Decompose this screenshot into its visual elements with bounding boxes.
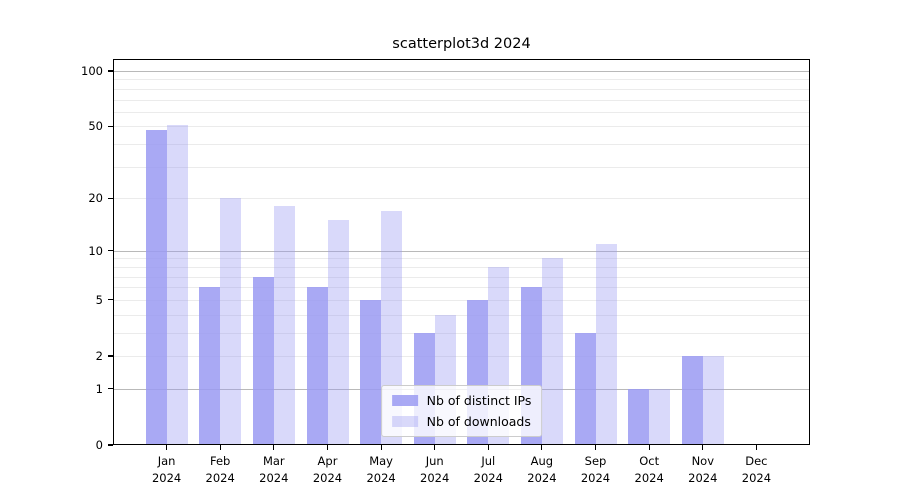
x-tick-label-mar: Mar 2024	[259, 454, 289, 485]
x-tick-label-aug: Aug 2024	[527, 454, 557, 485]
x-tick-label-jan: Jan 2024	[151, 454, 182, 485]
y-tick-label-5: 5	[95, 292, 103, 307]
y-tick-mark-2	[108, 355, 113, 357]
bar-downloads-aug	[541, 258, 563, 445]
bar-downloads-jan	[166, 124, 188, 445]
y-tick-label-0: 0	[95, 438, 103, 452]
bar-distinct-ips-may	[360, 299, 382, 445]
gridline-minor-50	[113, 126, 810, 128]
y-tick-mark-50	[108, 125, 113, 127]
legend-item-downloads: Nb of downloads	[391, 414, 532, 429]
x-tick-mark-apr	[326, 445, 329, 450]
gridline-minor-40	[113, 144, 810, 146]
x-tick-mark-may	[380, 445, 382, 450]
bar-distinct-ips-nov	[681, 356, 703, 445]
gridline-major-100	[113, 71, 810, 72]
x-tick-mark-nov	[702, 445, 704, 450]
x-tick-label-jun: Jun 2024	[420, 454, 450, 485]
x-tick-mark-feb	[219, 445, 221, 450]
gridline-minor-60	[113, 111, 810, 113]
bar-distinct-ips-jan	[145, 129, 167, 445]
gridline-minor-8	[113, 266, 810, 268]
y-tick-label-1: 1	[95, 381, 103, 396]
gridline-minor-30	[113, 166, 810, 168]
x-tick-mark-oct	[648, 445, 650, 450]
y-tick-mark-5	[108, 299, 113, 301]
x-tick-label-oct: Oct 2024	[634, 454, 664, 485]
x-tick-label-may: May 2024	[366, 454, 396, 485]
gridline-minor-90	[113, 79, 810, 81]
bar-downloads-apr	[327, 220, 349, 445]
y-tick-mark-100	[108, 70, 113, 72]
x-tick-label-dec: Dec 2024	[741, 454, 772, 485]
gridline-minor-6	[113, 287, 810, 289]
legend-swatch-downloads	[391, 416, 418, 427]
x-tick-mark-jan	[166, 445, 168, 450]
bar-downloads-oct	[649, 388, 671, 445]
plot-area: Nb of distinct IPs Nb of downloads	[113, 59, 810, 445]
gridline-minor-7	[113, 276, 810, 278]
x-tick-mark-aug	[541, 445, 543, 450]
gridline-major-10	[113, 250, 810, 252]
legend-label-distinct-ips: Nb of distinct IPs	[426, 393, 532, 408]
bar-distinct-ips-apr	[306, 287, 328, 445]
legend-label-downloads: Nb of downloads	[426, 414, 531, 429]
gridline-minor-5	[113, 299, 810, 301]
x-tick-label-apr: Apr 2024	[312, 454, 343, 485]
chart-title: scatterplot3d 2024	[392, 36, 531, 52]
x-tick-mark-jun	[434, 445, 436, 450]
y-tick-label-100: 100	[81, 64, 103, 78]
x-tick-mark-mar	[273, 445, 275, 450]
gridline-minor-20	[113, 198, 810, 200]
legend-item-distinct-ips: Nb of distinct IPs	[391, 393, 532, 408]
bar-downloads-mar	[273, 206, 295, 445]
bar-downloads-nov	[702, 356, 724, 445]
bar-downloads-sep	[595, 243, 617, 445]
y-tick-mark-1	[108, 388, 113, 390]
gridline-minor-70	[113, 99, 810, 101]
bar-downloads-feb	[220, 198, 242, 445]
legend-swatch-distinct-ips	[391, 395, 418, 406]
gridline-minor-2	[113, 356, 810, 357]
y-tick-mark-20	[108, 197, 113, 199]
bar-distinct-ips-mar	[252, 276, 274, 445]
y-tick-label-20: 20	[88, 191, 103, 206]
x-tick-label-nov: Nov 2024	[688, 454, 718, 485]
x-tick-label-feb: Feb 2024	[205, 454, 235, 485]
gridline-minor-4	[113, 314, 810, 316]
gridline-minor-80	[113, 88, 810, 90]
y-tick-mark-10	[108, 250, 113, 252]
y-tick-label-50: 50	[88, 119, 103, 134]
x-tick-label-jul: Jul 2024	[473, 454, 503, 485]
gridline-minor-9	[113, 258, 810, 260]
y-tick-mark-0	[108, 444, 113, 446]
bar-distinct-ips-feb	[199, 287, 221, 445]
legend: Nb of distinct IPs Nb of downloads	[380, 385, 543, 437]
x-tick-label-sep: Sep 2024	[580, 454, 611, 485]
x-tick-mark-jul	[487, 445, 489, 450]
x-tick-mark-dec	[755, 445, 757, 450]
y-tick-label-10: 10	[88, 243, 103, 258]
bar-distinct-ips-sep	[574, 332, 596, 445]
bar-distinct-ips-oct	[628, 388, 650, 445]
gridline-minor-3	[113, 332, 810, 334]
x-tick-mark-sep	[594, 445, 597, 450]
y-tick-label-2: 2	[95, 349, 103, 363]
